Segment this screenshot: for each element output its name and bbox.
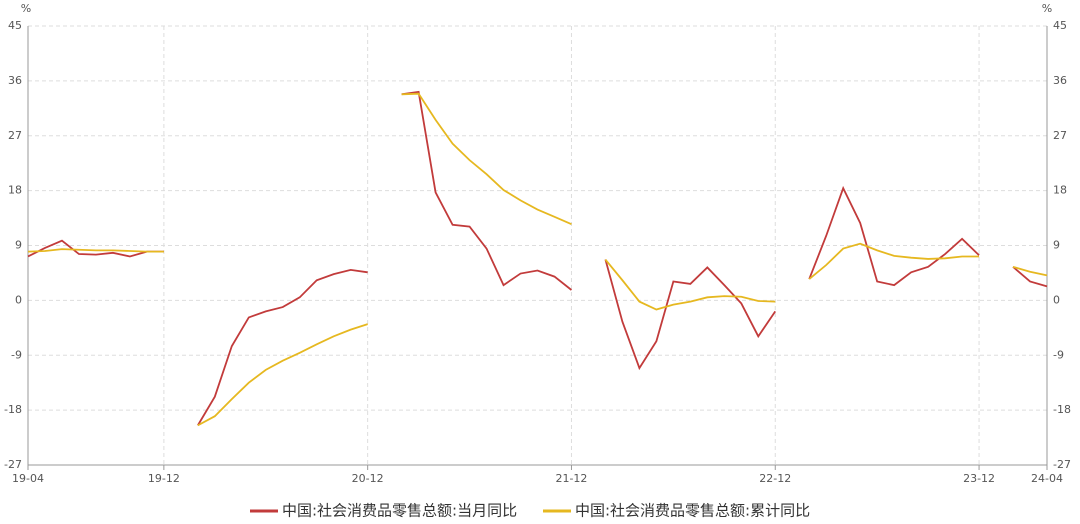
y-tick-label: 0 (15, 293, 22, 306)
y2-tick-label: -27 (1053, 458, 1071, 471)
y-tick-label: 36 (8, 74, 22, 87)
x-tick-label: 19-12 (148, 472, 180, 485)
legend-text: 中国:社会消费品零售总额:累计同比 (575, 502, 810, 520)
y-tick-label: -18 (4, 403, 22, 416)
x-tick-label: 24-04 (1031, 472, 1063, 485)
y-tick-label: 9 (15, 239, 22, 252)
y-tick-label: 27 (8, 129, 22, 142)
y2-tick-label: 45 (1053, 19, 1067, 32)
x-tick-label: 22-12 (759, 472, 791, 485)
y2-tick-label: 27 (1053, 129, 1067, 142)
y2-unit: % (1042, 2, 1052, 15)
y2-tick-label: 9 (1053, 239, 1060, 252)
x-tick-label: 23-12 (963, 472, 995, 485)
x-tick-label: 21-12 (555, 472, 587, 485)
y-unit: % (21, 2, 31, 15)
y2-tick-label: -18 (1053, 403, 1071, 416)
y-tick-label: -27 (4, 458, 22, 471)
y-tick-label: -9 (11, 348, 22, 361)
legend-text: 中国:社会消费品零售总额:当月同比 (282, 502, 517, 520)
y2-tick-label: -9 (1053, 348, 1064, 361)
y2-tick-label: 36 (1053, 74, 1067, 87)
series-line (27, 92, 1048, 427)
y-tick-label: 45 (8, 19, 22, 32)
y2-tick-label: 18 (1053, 184, 1067, 197)
x-tick-label: 19-04 (12, 472, 44, 485)
x-tick-label: 20-12 (352, 472, 384, 485)
y-tick-label: 18 (8, 184, 22, 197)
y2-tick-label: 0 (1053, 293, 1060, 306)
series-line (27, 90, 1048, 426)
